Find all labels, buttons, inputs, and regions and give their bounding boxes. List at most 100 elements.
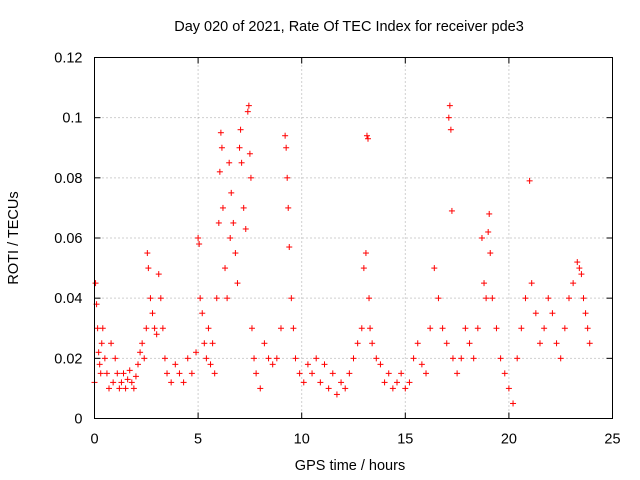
data-point [333,391,340,398]
data-point [466,340,473,347]
data-point [282,132,289,139]
data-point [439,325,446,332]
data-point [159,325,166,332]
data-point [283,144,290,151]
data-point [176,370,183,377]
data-point [292,355,299,362]
data-point [222,265,229,272]
data-point [277,325,284,332]
data-point [161,355,168,362]
grid-lines [94,57,613,419]
data-point [576,265,583,272]
data-point [108,340,115,347]
x-tick-labels: 0 5 10 15 20 25 [90,432,620,448]
data-point [145,265,152,272]
data-point [253,370,260,377]
data-point [458,355,465,362]
data-point [497,355,504,362]
data-point [265,355,272,362]
data-point [246,150,253,157]
data-point [288,295,295,302]
data-point [462,325,469,332]
data-point [99,325,106,332]
data-point [199,310,206,317]
data-point [313,355,320,362]
data-point [427,325,434,332]
data-point [137,349,144,356]
data-point [211,370,218,377]
data-point [565,295,572,302]
data-point [157,295,164,302]
data-point [245,102,252,109]
data-point [522,295,529,302]
data-point [414,340,421,347]
data-point [478,235,485,241]
data-point [151,325,158,332]
data-point [518,325,525,332]
data-point [526,177,533,184]
data-point [510,400,517,407]
data-point [242,225,249,232]
data-point [373,355,380,362]
data-point [528,280,535,287]
data-point [149,310,156,317]
data-point [582,310,589,317]
data-point [238,159,245,166]
data-point [141,355,148,362]
data-point [570,280,577,287]
data-point [545,295,552,302]
data-point [350,355,357,362]
data-point [126,367,133,374]
data-point [485,228,492,235]
data-point [92,280,99,287]
data-point [362,250,369,257]
data-point [532,310,539,317]
data-point [232,250,239,257]
data-point [363,132,370,139]
data-point [247,174,254,181]
data-point [290,325,297,332]
data-point [549,310,556,317]
data-point [454,370,461,377]
y-tick-label: 0.06 [54,231,82,247]
data-point [236,144,243,151]
data-point [338,379,345,386]
data-point [448,207,455,214]
data-point [385,370,392,377]
data-point [431,265,438,272]
data-point [443,340,450,347]
data-point [197,295,204,302]
data-point [251,355,258,362]
data-point [118,379,125,386]
data-point [180,379,187,386]
data-point [143,325,150,332]
data-point [144,250,151,257]
data-point [230,219,237,226]
y-axis-label: ROTI / TECUs [6,191,22,284]
data-point [481,280,488,287]
data-point [483,295,490,302]
x-tick-label: 25 [604,432,620,448]
data-point [114,370,121,377]
data-point [329,370,336,377]
data-point [217,129,224,136]
data-point [110,379,117,386]
data-point [273,355,280,362]
data-point [95,349,102,356]
data-point [195,235,202,241]
data-point [240,204,247,211]
data-point [269,361,276,368]
data-point [445,114,452,121]
data-point [574,259,581,266]
data-point [227,235,234,241]
data-point [557,355,564,362]
data-point [218,144,225,151]
axis-ticks [94,57,613,419]
data-point [226,159,233,166]
data-point [139,340,146,347]
data-point [184,355,191,362]
data-point [309,370,316,377]
data-point [584,325,591,332]
y-tick-labels: 0 0.02 0.04 0.06 0.08 0.1 0.12 [54,51,82,428]
data-point [224,295,231,302]
